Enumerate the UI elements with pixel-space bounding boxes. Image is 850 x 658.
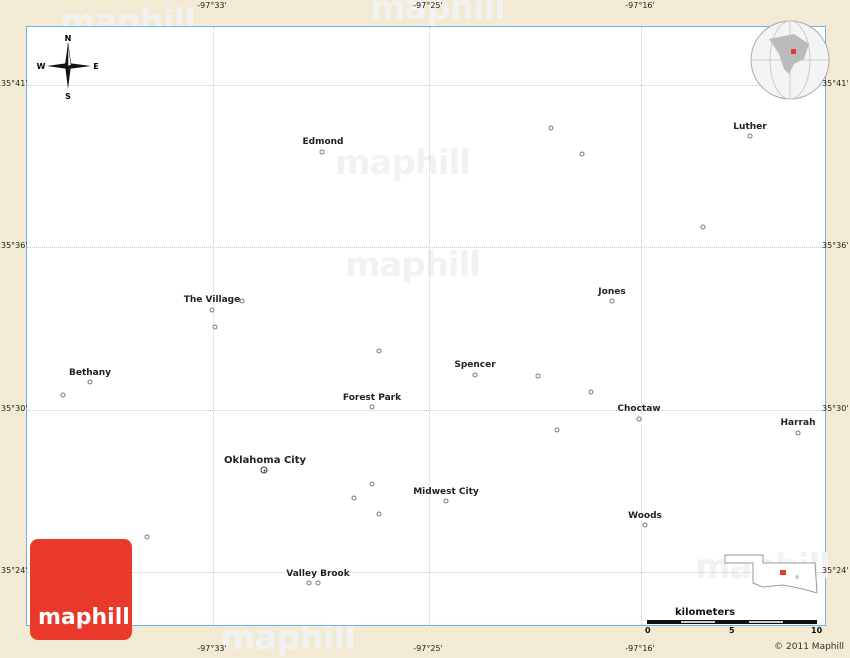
coordinate-label: -97°25' bbox=[413, 644, 443, 653]
place-marker[interactable] bbox=[212, 324, 218, 330]
city-label[interactable]: Jones bbox=[598, 287, 626, 297]
city-marker[interactable] bbox=[642, 522, 648, 528]
place-marker[interactable] bbox=[60, 392, 66, 398]
place-marker[interactable] bbox=[376, 348, 382, 354]
watermark: maphill bbox=[370, 0, 506, 28]
city-label[interactable]: Oklahoma City bbox=[223, 455, 307, 466]
coordinate-label: 35°41' bbox=[822, 79, 849, 88]
city-marker[interactable] bbox=[636, 416, 642, 422]
place-marker[interactable] bbox=[369, 481, 375, 487]
city-marker[interactable] bbox=[747, 133, 753, 139]
place-marker[interactable] bbox=[239, 298, 245, 304]
globe-locator-icon bbox=[750, 20, 830, 100]
city-label[interactable]: Harrah bbox=[780, 418, 816, 428]
oklahoma-locator-icon bbox=[724, 554, 818, 593]
coordinate-label: 35°24' bbox=[822, 566, 849, 575]
coordinate-label: -97°33' bbox=[197, 1, 227, 10]
city-label[interactable]: Valley Brook bbox=[286, 569, 350, 579]
city-marker[interactable] bbox=[260, 466, 268, 474]
watermark: maphill bbox=[345, 245, 481, 285]
place-marker[interactable] bbox=[306, 580, 312, 586]
compass-w: W bbox=[37, 62, 46, 71]
coordinate-label: -97°33' bbox=[197, 644, 227, 653]
compass-n: N bbox=[65, 34, 72, 43]
scale-unit: kilometers bbox=[675, 607, 736, 618]
graticule-line bbox=[27, 572, 825, 573]
place-marker[interactable] bbox=[588, 389, 594, 395]
place-marker[interactable] bbox=[548, 125, 554, 131]
graticule-line bbox=[27, 410, 825, 411]
city-marker[interactable] bbox=[472, 372, 478, 378]
coordinate-label: 35°41' bbox=[1, 79, 28, 88]
watermark: maphill bbox=[335, 143, 471, 183]
city-marker[interactable] bbox=[87, 379, 93, 385]
compass-e: E bbox=[93, 62, 98, 71]
city-marker[interactable] bbox=[369, 404, 375, 410]
place-marker[interactable] bbox=[376, 511, 382, 517]
city-label[interactable]: Bethany bbox=[68, 368, 112, 378]
coordinate-label: -97°25' bbox=[413, 1, 443, 10]
city-marker[interactable] bbox=[443, 498, 449, 504]
compass-rose-icon: N S W E bbox=[37, 34, 99, 101]
city-label[interactable]: Spencer bbox=[454, 360, 496, 370]
compass-s: S bbox=[65, 92, 71, 101]
city-label[interactable]: Edmond bbox=[302, 137, 344, 147]
place-marker[interactable] bbox=[351, 495, 357, 501]
city-label[interactable]: The Village bbox=[183, 295, 241, 305]
logo-text: maphill bbox=[38, 605, 130, 630]
map-area[interactable]: maphill maphill maphill EdmondLutherThe … bbox=[26, 20, 831, 626]
graticule-line bbox=[27, 247, 825, 248]
city-label[interactable]: Luther bbox=[733, 122, 767, 132]
city-label[interactable]: Woods bbox=[628, 511, 662, 521]
copyright: © 2011 Maphill bbox=[774, 642, 844, 652]
city-marker[interactable] bbox=[209, 307, 215, 313]
city-marker[interactable] bbox=[319, 149, 325, 155]
scale-bar bbox=[647, 620, 817, 624]
city-label[interactable]: Midwest City bbox=[413, 487, 479, 497]
graticule-line bbox=[641, 27, 642, 625]
scale-tick: 10 bbox=[811, 626, 823, 635]
graticule-line bbox=[27, 85, 825, 86]
scale-tick: 0 bbox=[645, 626, 651, 635]
city-label[interactable]: Choctaw bbox=[617, 404, 661, 414]
place-marker[interactable] bbox=[579, 151, 585, 157]
maphill-logo[interactable]: maphill bbox=[30, 539, 132, 640]
city-marker[interactable] bbox=[315, 580, 321, 586]
coordinate-label: 35°36' bbox=[822, 241, 849, 250]
place-marker[interactable] bbox=[700, 224, 706, 230]
city-label[interactable]: Forest Park bbox=[342, 393, 402, 403]
coordinate-label: 35°24' bbox=[1, 566, 28, 575]
place-marker[interactable] bbox=[554, 427, 560, 433]
scale-tick: 5 bbox=[729, 626, 735, 635]
city-marker[interactable] bbox=[609, 298, 615, 304]
city-marker[interactable] bbox=[795, 430, 801, 436]
coordinate-label: -97°16' bbox=[625, 1, 655, 10]
place-marker[interactable] bbox=[144, 534, 150, 540]
coordinate-label: 35°30' bbox=[1, 404, 28, 413]
coordinate-label: -97°16' bbox=[625, 644, 655, 653]
graticule-line bbox=[429, 27, 430, 625]
coordinate-label: 35°36' bbox=[1, 241, 28, 250]
place-marker[interactable] bbox=[535, 373, 541, 379]
coordinate-label: 35°30' bbox=[822, 404, 849, 413]
